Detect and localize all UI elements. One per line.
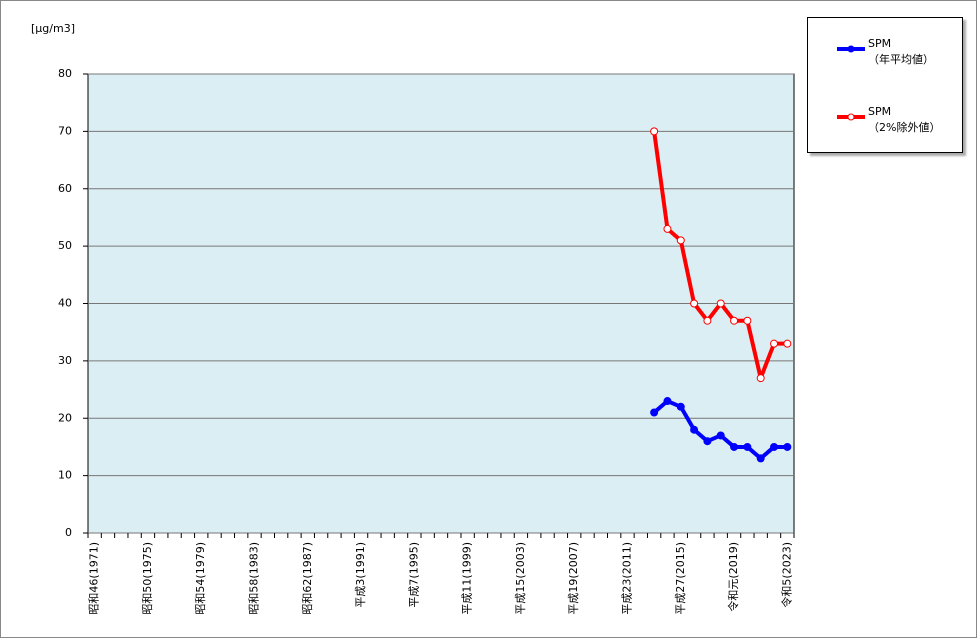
data-point [676, 402, 685, 411]
data-point [730, 316, 739, 325]
y-tick-label: 60 [58, 182, 72, 195]
data-point [743, 316, 752, 325]
data-point [650, 127, 659, 136]
legend-marker [847, 45, 855, 53]
legend-marker [847, 113, 855, 121]
y-tick-label: 20 [58, 411, 72, 424]
legend-item: SPM （2%除外値） [808, 104, 962, 144]
x-tick-label: 昭和46(1971) [88, 542, 101, 615]
data-point [663, 397, 672, 406]
x-tick-label: 令和元(2019) [726, 542, 740, 612]
data-point [716, 299, 725, 308]
y-tick-label: 50 [58, 239, 72, 252]
legend-swatch [837, 113, 865, 121]
legend-item: SPM （年平均値） [808, 36, 962, 76]
legend-label: SPM （2%除外値） [868, 105, 941, 134]
x-tick-label: 平成7(1995) [407, 542, 420, 608]
x-tick-label: 昭和50(1975) [141, 542, 154, 615]
data-point [650, 408, 659, 417]
legend-swatch [837, 45, 865, 53]
data-point [690, 425, 699, 434]
data-point [690, 299, 699, 308]
x-tick-label: 平成11(1999) [461, 542, 474, 615]
x-tick-label: 昭和58(1983) [248, 542, 261, 615]
x-tick-label: 平成3(1991) [354, 542, 367, 608]
data-point [703, 316, 712, 325]
y-axis-unit: [μg/m3] [31, 22, 75, 35]
y-tick-label: 80 [58, 67, 72, 80]
data-point [716, 431, 725, 440]
x-tick-label: 平成15(2003) [514, 542, 527, 615]
y-tick-label: 40 [58, 297, 72, 310]
y-tick-label: 70 [58, 124, 72, 137]
y-tick-label: 0 [65, 526, 72, 539]
x-tick-label: 平成27(2015) [674, 542, 687, 615]
data-point [756, 454, 765, 463]
data-point [663, 224, 672, 233]
data-point [770, 442, 779, 451]
x-tick-label: 昭和62(1987) [301, 542, 314, 615]
y-tick-label: 30 [58, 354, 72, 367]
data-point [730, 442, 739, 451]
data-point [770, 339, 779, 348]
data-point [756, 374, 765, 383]
x-tick-label: 昭和54(1979) [194, 542, 207, 615]
data-point [703, 437, 712, 446]
x-tick-label: 平成19(2007) [567, 542, 580, 615]
y-tick-label: 10 [58, 469, 72, 482]
data-point [783, 442, 792, 451]
data-point [743, 442, 752, 451]
x-tick-label: 平成23(2011) [620, 542, 633, 615]
x-tick-label: 令和5(2023) [779, 542, 793, 608]
legend-label: SPM （年平均値） [868, 37, 934, 66]
data-point [783, 339, 792, 348]
legend: SPM （年平均値） SPM （2%除外値） [807, 17, 963, 153]
data-point [676, 236, 685, 245]
